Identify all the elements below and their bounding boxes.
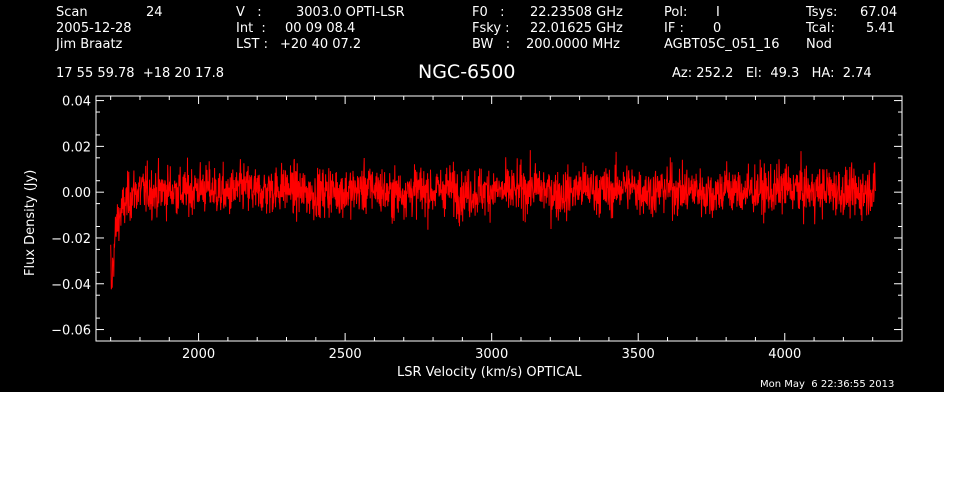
velocity-value: 3003.0 OPTI-LSR — [296, 5, 405, 20]
x-axis-label: LSR Velocity (km/s) OPTICAL — [397, 365, 582, 380]
y-tick-label: −0.02 — [51, 232, 91, 247]
date-text: 2005-12-28 — [56, 21, 132, 36]
x-tick-label: 4000 — [768, 347, 801, 362]
int-label: Int : — [236, 21, 266, 36]
scan-value: 24 — [146, 5, 163, 20]
y-tick-label: −0.06 — [51, 324, 91, 339]
scan-label: Scan — [56, 5, 88, 20]
lst-label: LST : — [236, 37, 268, 52]
lst-value: +20 40 07.2 — [280, 37, 362, 52]
tcal-value: 5.41 — [866, 21, 895, 36]
tcal-label: Tcal: — [806, 21, 835, 36]
observer-text: Jim Braatz — [56, 37, 123, 52]
tsys-label: Tsys: — [806, 5, 838, 20]
bw-value: 200.0000 MHz — [526, 37, 620, 52]
if-label: IF : — [664, 21, 684, 36]
if-value: 0 — [713, 21, 722, 36]
fsky-label: Fsky : — [472, 21, 510, 36]
plot-panel: Scan 24 2005-12-28 Jim Braatz V : 3003.0… — [0, 0, 944, 392]
y-tick-label: 0.04 — [62, 95, 91, 110]
f0-value: 22.23508 GHz — [530, 5, 623, 20]
x-tick-label: 3000 — [475, 347, 508, 362]
source-title: NGC-6500 — [418, 61, 516, 83]
x-tick-label: 3500 — [622, 347, 655, 362]
y-tick-label: 0.02 — [62, 140, 91, 155]
pol-value: I — [716, 5, 720, 20]
timestamp-text: Mon May 6 22:36:55 2013 — [760, 379, 895, 390]
coordinates-text: 17 55 59.78 +18 20 17.8 — [56, 66, 225, 81]
plot-frame — [95, 95, 903, 342]
procedure-text: Nod — [806, 37, 832, 52]
project-text: AGBT05C_051_16 — [664, 37, 780, 52]
y-tick-label: 0.00 — [62, 186, 91, 201]
int-value: 00 09 08.4 — [285, 21, 356, 36]
spectrum-trace — [110, 150, 877, 290]
az-el-ha-text: Az: 252.2 El: 49.3 HA: 2.74 — [672, 66, 872, 81]
pol-label: Pol: — [664, 5, 688, 20]
tsys-value: 67.04 — [860, 5, 898, 20]
x-tick-label: 2500 — [329, 347, 362, 362]
x-tick-label: 2000 — [182, 347, 215, 362]
f0-label: F0 : — [472, 5, 505, 20]
spectrum-plot: 2000 2500 3000 3500 4000 −0.06 −0.04 −0.02 0.00 0… — [51, 95, 903, 362]
bw-label: BW : — [472, 37, 511, 52]
y-tick-label: −0.04 — [51, 278, 91, 293]
fsky-value: 22.01625 GHz — [530, 21, 623, 36]
velocity-label: V : — [236, 5, 262, 20]
